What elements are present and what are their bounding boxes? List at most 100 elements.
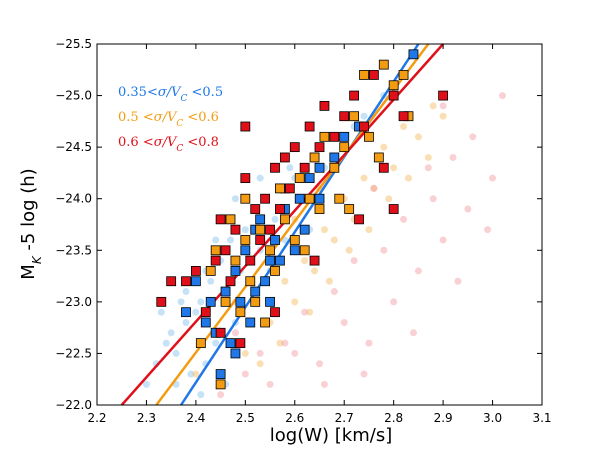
faint-point-s0-7 bbox=[192, 308, 200, 316]
ticks-layer: 2.2 2.3 2.4 2.5 2.6 2.7 2.8 2.9 3.0 3.1 −22.0 −22.5… bbox=[55, 37, 551, 425]
faint-point-s0-45 bbox=[197, 391, 205, 399]
faint-point-s2-24 bbox=[409, 329, 417, 337]
square-point-s2-32 bbox=[388, 90, 399, 101]
square-point-s0-22 bbox=[329, 152, 340, 163]
square-point-s1-23 bbox=[364, 131, 374, 142]
faint-point-s2-21 bbox=[281, 339, 289, 347]
x-tick-label: 3.1 bbox=[532, 411, 551, 425]
faint-point-s1-2 bbox=[241, 349, 249, 357]
faint-point-s1-14 bbox=[370, 184, 378, 192]
square-point-s1-28 bbox=[359, 70, 369, 80]
faint-point-s1-6 bbox=[291, 298, 299, 306]
square-point-s1-19 bbox=[319, 131, 330, 142]
faint-point-s1-15 bbox=[380, 143, 388, 151]
square-point-s2-38 bbox=[215, 214, 226, 225]
x-tick-label: 2.7 bbox=[335, 411, 354, 425]
faint-point-s1-9 bbox=[320, 226, 328, 234]
faint-point-s1-25 bbox=[385, 195, 393, 203]
faint-point-s2-6 bbox=[365, 339, 373, 347]
faint-point-s0-5 bbox=[182, 318, 190, 326]
square-point-s2-23 bbox=[304, 121, 315, 132]
x-axis-label: log(W) [km/s] bbox=[270, 425, 392, 446]
square-point-s1-25 bbox=[388, 80, 399, 91]
faint-point-s0-12 bbox=[212, 339, 220, 347]
faint-point-s2-5 bbox=[340, 318, 348, 326]
square-point-s0-0 bbox=[181, 307, 191, 318]
faint-point-s0-37 bbox=[177, 298, 185, 306]
square-point-s2-9 bbox=[230, 224, 241, 235]
square-point-s2-17 bbox=[270, 162, 280, 173]
square-point-s1-30 bbox=[240, 193, 251, 204]
faint-point-s2-3 bbox=[291, 349, 299, 357]
square-point-s2-5 bbox=[210, 255, 221, 266]
x-tick-label: 3.0 bbox=[483, 411, 502, 425]
faint-point-s2-27 bbox=[424, 164, 432, 172]
square-point-s1-4 bbox=[230, 255, 241, 266]
square-point-s1-3 bbox=[220, 296, 231, 307]
faint-point-s2-4 bbox=[316, 360, 323, 368]
x-tick-label: 2.5 bbox=[236, 411, 255, 425]
square-point-s1-9 bbox=[255, 224, 266, 235]
faint-point-s2-12 bbox=[301, 308, 309, 316]
square-point-s2-31 bbox=[378, 162, 389, 173]
y-tick-label: −25.5 bbox=[55, 37, 92, 51]
square-point-s2-11 bbox=[240, 173, 251, 183]
faint-points-layer bbox=[142, 92, 506, 399]
square-point-s2-2 bbox=[181, 276, 191, 287]
faint-point-s1-17 bbox=[400, 123, 408, 131]
x-tick-label: 2.8 bbox=[384, 411, 403, 425]
square-point-s0-2 bbox=[200, 317, 211, 328]
faint-point-s2-9 bbox=[439, 236, 447, 244]
faint-point-s2-30 bbox=[256, 349, 264, 357]
square-point-s1-18 bbox=[314, 204, 325, 214]
square-point-s0-6 bbox=[230, 266, 241, 276]
faint-point-s1-20 bbox=[276, 339, 284, 347]
square-point-s1-35 bbox=[225, 214, 236, 225]
faint-point-s2-18 bbox=[449, 153, 457, 161]
faint-point-s0-24 bbox=[271, 215, 279, 223]
square-point-s2-7 bbox=[220, 245, 231, 256]
square-point-s2-14 bbox=[255, 235, 266, 245]
square-point-s2-39 bbox=[270, 307, 280, 318]
faint-point-s1-22 bbox=[325, 277, 333, 285]
faint-point-s1-16 bbox=[390, 164, 398, 172]
faint-point-s1-27 bbox=[424, 153, 432, 161]
faint-point-s2-28 bbox=[370, 184, 378, 192]
plot-frame bbox=[96, 43, 543, 406]
square-point-s2-6 bbox=[215, 327, 226, 338]
square-point-s1-21 bbox=[339, 142, 350, 153]
faint-point-s1-0 bbox=[192, 370, 200, 378]
faint-point-s0-0 bbox=[142, 380, 150, 388]
square-point-s2-36 bbox=[354, 214, 364, 225]
square-point-s0-8 bbox=[240, 245, 251, 256]
faint-point-s2-11 bbox=[489, 174, 497, 182]
square-point-s1-8 bbox=[250, 296, 261, 307]
faint-point-s2-1 bbox=[241, 370, 249, 378]
square-point-s1-1 bbox=[205, 266, 216, 276]
square-point-s0-32 bbox=[408, 49, 419, 60]
square-point-s1-29 bbox=[378, 59, 389, 70]
faint-point-s0-11 bbox=[207, 277, 215, 285]
legend-entry-1: 0.5 <σ/VC <0.6 bbox=[118, 110, 219, 129]
faint-point-s0-4 bbox=[172, 349, 180, 357]
faint-point-s2-2 bbox=[266, 380, 274, 388]
faint-point-s1-19 bbox=[429, 102, 437, 110]
faint-point-s2-26 bbox=[484, 226, 492, 234]
square-point-s0-5 bbox=[225, 338, 236, 349]
square-point-s2-35 bbox=[388, 204, 399, 214]
square-point-s1-10 bbox=[265, 245, 275, 256]
faint-point-s2-8 bbox=[414, 267, 422, 275]
square-point-s0-23 bbox=[339, 131, 350, 142]
square-point-s2-29 bbox=[359, 121, 369, 132]
square-point-s2-34 bbox=[438, 90, 449, 101]
x-tick-label: 2.2 bbox=[87, 411, 106, 425]
square-point-s1-12 bbox=[275, 183, 285, 194]
square-point-s2-15 bbox=[260, 193, 271, 204]
faint-point-s1-23 bbox=[345, 246, 353, 254]
square-markers-layer bbox=[156, 49, 449, 390]
y-tick-label: −22.0 bbox=[55, 398, 92, 412]
faint-point-s2-22 bbox=[320, 380, 328, 388]
square-point-s0-30 bbox=[314, 193, 325, 204]
square-point-s0-12 bbox=[260, 276, 271, 287]
